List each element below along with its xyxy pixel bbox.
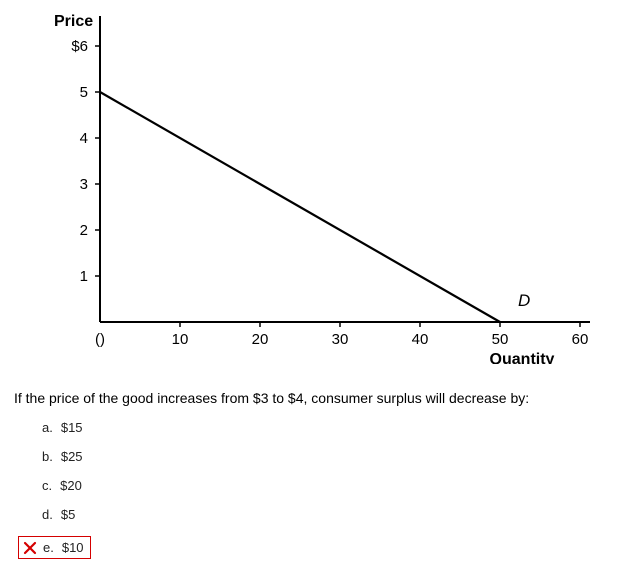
option-letter: c. xyxy=(42,478,52,493)
x-tick-label: 50 xyxy=(492,331,509,348)
question-text: If the price of the good increases from … xyxy=(14,390,608,406)
option-text: $5 xyxy=(61,507,75,522)
option-text: $10 xyxy=(62,540,84,555)
y-tick-label: 5 xyxy=(80,84,88,101)
option-text: $20 xyxy=(60,478,82,493)
x-tick-label: 10 xyxy=(172,331,189,348)
x-tick-label: 60 xyxy=(572,331,589,348)
x-axis-title: Quantity xyxy=(490,351,555,364)
page-root: Price $6 5 4 3 2 1 () 10 20 30 40 50 60 Quantity D If t… xyxy=(0,0,622,572)
demand-chart: Price $6 5 4 3 2 1 () 10 20 30 40 50 60 Quantity D xyxy=(14,8,608,364)
y-tick-label: 4 xyxy=(80,130,88,147)
incorrect-x-icon xyxy=(23,541,37,555)
option-letter: a. xyxy=(42,420,53,435)
answer-option[interactable]: a. $15 xyxy=(42,420,608,435)
answer-option[interactable]: d. $5 xyxy=(42,507,608,522)
y-axis-title: Price xyxy=(54,13,93,30)
x-tick-label: 30 xyxy=(332,331,349,348)
option-text: $15 xyxy=(61,420,83,435)
option-letter: e. xyxy=(43,540,54,555)
x-tick-label: () xyxy=(95,331,105,348)
answer-option[interactable]: b. $25 xyxy=(42,449,608,464)
y-tick-label: $6 xyxy=(71,38,88,55)
option-letter: d. xyxy=(42,507,53,522)
curve-label: D xyxy=(518,291,530,310)
y-tick-label: 1 xyxy=(80,268,88,285)
answer-option[interactable]: c. $20 xyxy=(42,478,608,493)
answer-options: a. $15 b. $25 c. $20 d. $5 e. $10 xyxy=(14,420,608,559)
answer-option[interactable]: e. $10 xyxy=(18,536,91,559)
y-tick-label: 2 xyxy=(80,222,88,239)
y-tick-label: 3 xyxy=(80,176,88,193)
chart-svg: Price $6 5 4 3 2 1 () 10 20 30 40 50 60 Quantity D xyxy=(14,8,608,364)
option-letter: b. xyxy=(42,449,53,464)
x-tick-label: 40 xyxy=(412,331,429,348)
option-text: $25 xyxy=(61,449,83,464)
x-tick-label: 20 xyxy=(252,331,269,348)
demand-curve xyxy=(100,92,500,322)
